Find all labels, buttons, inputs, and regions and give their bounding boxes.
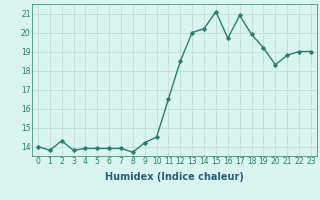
X-axis label: Humidex (Indice chaleur): Humidex (Indice chaleur): [105, 172, 244, 182]
